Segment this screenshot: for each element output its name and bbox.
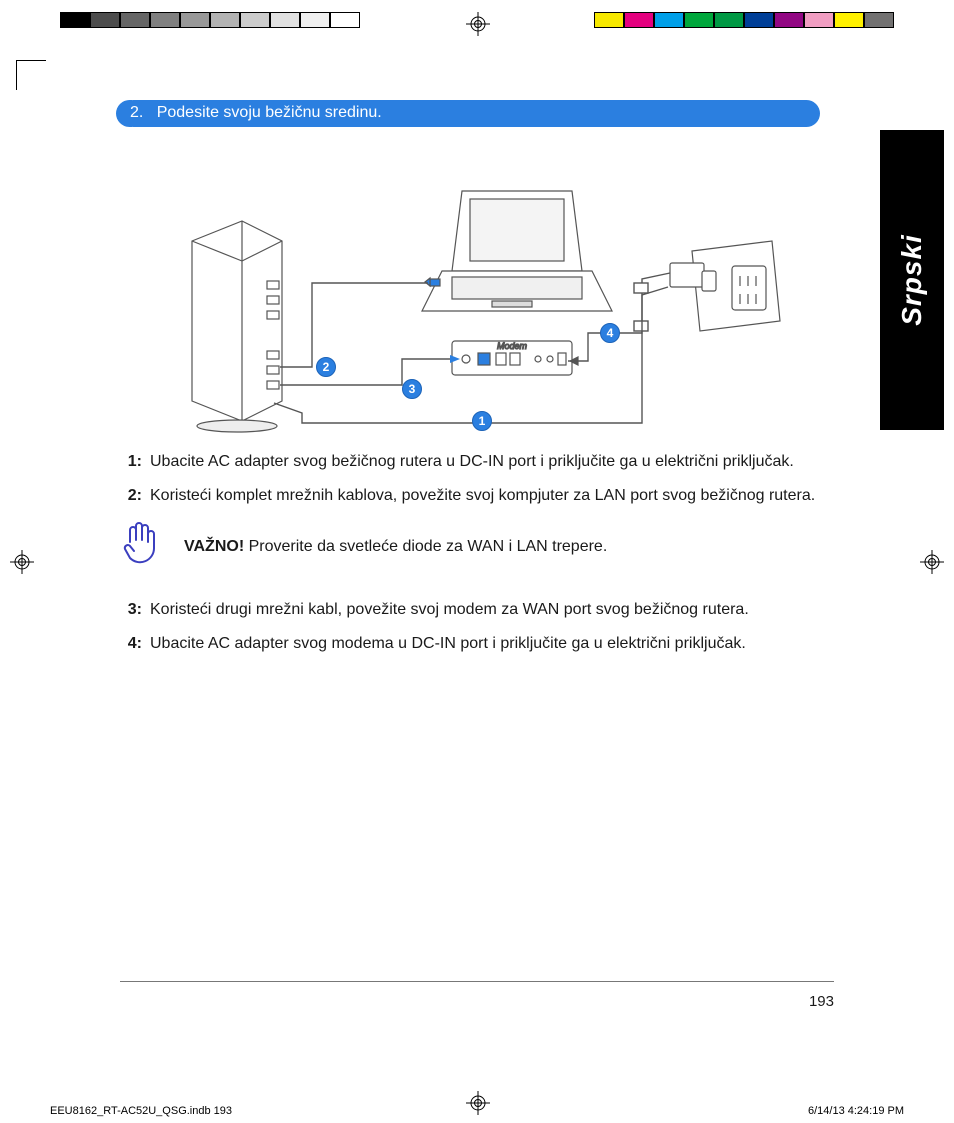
step-row: 1: Ubacite AC adapter svog bežičnog rute… [120,451,834,473]
steps-top: 1: Ubacite AC adapter svog bežičnog rute… [120,451,834,506]
language-tab: Srpski [880,130,944,430]
stop-hand-icon [120,520,160,573]
print-colorbar-left [60,12,360,28]
step-text: Ubacite AC adapter svog bežičnog rutera … [150,451,834,473]
callout-2: 2 [316,357,336,377]
slug-timestamp: 6/14/13 4:24:19 PM [808,1105,904,1117]
swatch [90,12,120,28]
router-icon [192,221,282,432]
callout-4: 4 [600,323,620,343]
swatch [210,12,240,28]
step-row: 3: Koristeći drugi mrežni kabl, povežite… [120,599,834,621]
swatch [864,12,894,28]
page-number: 193 [809,993,834,1010]
callout-1: 1 [472,411,492,431]
step-number: 4: [120,633,142,655]
swatch [240,12,270,28]
swatch [684,12,714,28]
important-label: VAŽNO! [184,538,244,555]
print-slug: EEU8162_RT-AC52U_QSG.indb 193 6/14/13 4:… [50,1105,904,1117]
swatch [270,12,300,28]
swatch [300,12,330,28]
section-number: 2. [130,104,143,121]
step-number: 2: [120,485,142,507]
important-text: Proverite da svetleće diode za WAN i LAN… [249,538,608,555]
slug-file: EEU8162_RT-AC52U_QSG.indb 193 [50,1105,232,1117]
step-text: Koristeći komplet mrežnih kablova, povež… [150,485,834,507]
step-text: Ubacite AC adapter svog modema u DC-IN p… [150,633,834,655]
step-text: Koristeći drugi mrežni kabl, povežite sv… [150,599,834,621]
registration-mark-top [466,12,490,36]
registration-mark-left [10,550,34,574]
modem-label: Modem [497,341,528,351]
print-colorbar-right [594,12,894,28]
swatch [714,12,744,28]
swatch [804,12,834,28]
crop-mark-corner [16,60,46,90]
swatch [120,12,150,28]
swatch [744,12,774,28]
callout-3: 3 [402,379,422,399]
step-row: 4: Ubacite AC adapter svog modema u DC-I… [120,633,834,655]
swatch [624,12,654,28]
step-row: 2: Koristeći komplet mrežnih kablova, po… [120,485,834,507]
swatch [594,12,624,28]
registration-mark-right [920,550,944,574]
steps-bottom: 3: Koristeći drugi mrežni kabl, povežite… [120,599,834,654]
swatch [60,12,90,28]
section-title: Podesite svoju bežičnu sredinu. [157,104,382,121]
swatch [774,12,804,28]
language-tab-label: Srpski [896,234,928,326]
page-footer-rule [120,981,834,982]
wiring-diagram: Modem [172,171,782,421]
important-note: VAŽNO! Proverite da svetleće diode za WA… [120,520,834,573]
swatch [834,12,864,28]
step-number: 1: [120,451,142,473]
section-header: 2. Podesite svoju bežičnu sredinu. [120,100,820,127]
swatch [654,12,684,28]
swatch [150,12,180,28]
laptop-icon [422,191,612,311]
swatch [330,12,360,28]
swatch [180,12,210,28]
page-content: 2. Podesite svoju bežičnu sredinu. [120,100,834,1030]
modem-icon: Modem [452,341,578,375]
step-number: 3: [120,599,142,621]
wall-outlet-icon [670,241,780,331]
